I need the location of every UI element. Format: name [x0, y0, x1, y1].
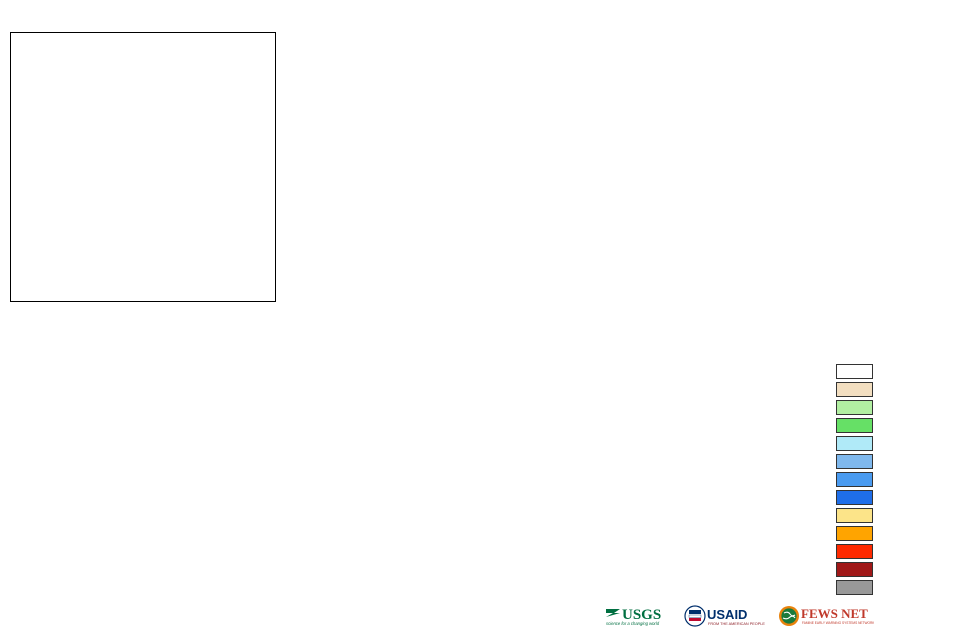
legend-row	[836, 416, 968, 434]
legend-row	[836, 398, 968, 416]
legend-swatch	[836, 543, 873, 559]
legend-swatch	[836, 471, 873, 487]
legend-swatch	[836, 507, 873, 523]
legend-row	[836, 452, 968, 470]
legend-swatch	[836, 381, 873, 397]
legend-row	[836, 542, 968, 560]
legend-swatch	[836, 579, 873, 595]
legend-swatch	[836, 525, 873, 541]
legend-row	[836, 488, 968, 506]
legend-row	[836, 380, 968, 398]
rainfall-raster	[11, 33, 275, 301]
usaid-logo[interactable]: USAID FROM THE AMERICAN PEOPLE	[684, 604, 772, 628]
legend-row	[836, 470, 968, 488]
svg-text:FAMINE EARLY WARNING SYSTEMS N: FAMINE EARLY WARNING SYSTEMS NETWORK	[802, 621, 874, 625]
legend-row	[836, 524, 968, 542]
legend-swatch	[836, 453, 873, 469]
legend-swatch	[836, 561, 873, 577]
svg-text:FROM THE AMERICAN PEOPLE: FROM THE AMERICAN PEOPLE	[708, 622, 765, 626]
svg-text:USGS: USGS	[622, 607, 661, 623]
legend-row	[836, 560, 968, 578]
legend-swatch	[836, 399, 873, 415]
svg-text:USAID: USAID	[707, 607, 747, 622]
legend-swatch	[836, 363, 873, 379]
partner-logos: USGS science for a changing world USAID …	[604, 604, 874, 628]
legend-row	[836, 578, 968, 596]
legend-swatch	[836, 435, 873, 451]
legend-row	[836, 506, 968, 524]
legend-row	[836, 434, 968, 452]
rainfall-map-panel[interactable]	[10, 32, 276, 302]
rfe-legend	[836, 358, 968, 596]
legend-row	[836, 362, 968, 380]
legend-swatch	[836, 417, 873, 433]
info-panel	[836, 30, 968, 86]
legend-swatch	[836, 489, 873, 505]
usgs-logo[interactable]: USGS science for a changing world	[604, 604, 678, 628]
fewsnet-logo[interactable]: FEWS NET FAMINE EARLY WARNING SYSTEMS NE…	[778, 604, 874, 628]
svg-text:science for a changing world: science for a changing world	[606, 621, 660, 626]
svg-text:FEWS NET: FEWS NET	[801, 606, 868, 621]
